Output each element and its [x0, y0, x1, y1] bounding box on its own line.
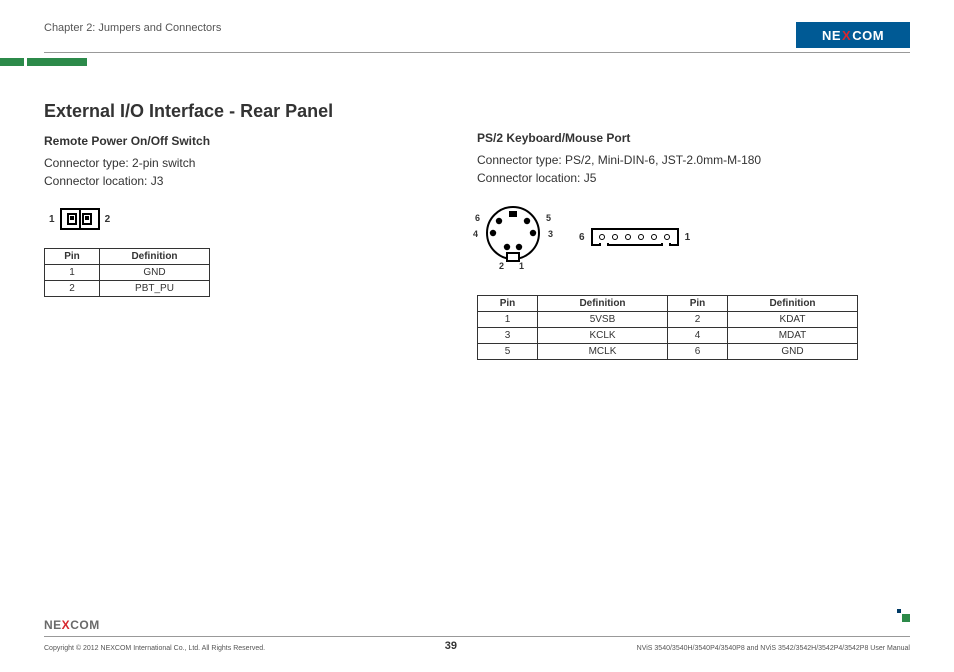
jst-connector-icon [591, 228, 679, 246]
accent-bars [0, 58, 87, 66]
cell-pin: 1 [478, 312, 538, 328]
cell-def: KDAT [728, 312, 858, 328]
th-pin: Pin [478, 296, 538, 312]
jst-hole-icon [664, 234, 670, 240]
logo-x-icon: X [842, 28, 851, 43]
jst-hole-icon [612, 234, 618, 240]
th-def: Definition [728, 296, 858, 312]
manual-title: NViS 3540/3540H/3540P4/3540P8 and NViS 3… [637, 645, 910, 652]
right-line2: Connector location: J5 [477, 169, 890, 187]
copyright-text: Copyright © 2012 NEXCOM International Co… [44, 645, 265, 652]
mini-din-icon [477, 201, 549, 273]
nexcom-logo: NE X COM [796, 22, 910, 48]
header-rule [44, 52, 910, 53]
din-label-5: 5 [546, 213, 551, 223]
cell-pin: 2 [45, 281, 100, 297]
jst-hole-icon [638, 234, 644, 240]
switch-icon [60, 208, 100, 230]
cell-def: GND [100, 265, 210, 281]
right-line1: Connector type: PS/2, Mini-DIN-6, JST-2.… [477, 151, 890, 169]
mini-din-diagram: 6 5 4 3 2 1 [477, 201, 549, 273]
footer-logo: NE X COM [44, 618, 910, 632]
pin-1-icon [67, 213, 77, 225]
cell-pin: 1 [45, 265, 100, 281]
logo-pre: NE [822, 28, 841, 43]
cell-pin: 5 [478, 344, 538, 360]
cell-pin: 4 [668, 328, 728, 344]
cell-def: PBT_PU [100, 281, 210, 297]
th-def: Definition [100, 249, 210, 265]
cell-pin: 6 [668, 344, 728, 360]
din-label-2: 2 [499, 261, 504, 271]
footer-logo-post: COM [70, 618, 100, 632]
logo-post: COM [852, 28, 884, 43]
table-row: 3 KCLK 4 MDAT [478, 328, 858, 344]
cell-def: MDAT [728, 328, 858, 344]
cell-def: 5VSB [538, 312, 668, 328]
page-title: External I/O Interface - Rear Panel [44, 101, 457, 122]
left-line2: Connector location: J3 [44, 172, 457, 190]
cell-pin: 3 [478, 328, 538, 344]
jst-notch-icon [661, 243, 671, 246]
table-row: 1 GND [45, 265, 210, 281]
right-pin-table: Pin Definition Pin Definition 1 5VSB 2 K… [477, 295, 858, 360]
pin-label-2: 2 [105, 214, 111, 225]
cell-def: GND [728, 344, 858, 360]
jst-hole-icon [625, 234, 631, 240]
din-label-4: 4 [473, 229, 478, 239]
din-label-6: 6 [475, 213, 480, 223]
table-row: 2 PBT_PU [45, 281, 210, 297]
jst-hole-icon [599, 234, 605, 240]
left-heading: Remote Power On/Off Switch [44, 134, 457, 148]
table-row: 1 5VSB 2 KDAT [478, 312, 858, 328]
two-pin-diagram: 1 2 [44, 208, 457, 230]
jst-label-6: 6 [579, 232, 585, 243]
left-pin-table: Pin Definition 1 GND 2 PBT_PU [44, 248, 210, 297]
left-line1: Connector type: 2-pin switch [44, 154, 457, 172]
cell-pin: 2 [668, 312, 728, 328]
jst-label-1: 1 [685, 232, 691, 243]
cell-def: MCLK [538, 344, 668, 360]
pin-label-1: 1 [49, 214, 55, 225]
cell-def: KCLK [538, 328, 668, 344]
footer-logo-x-icon: X [62, 618, 71, 632]
chapter-label: Chapter 2: Jumpers and Connectors [44, 22, 221, 34]
th-pin: Pin [45, 249, 100, 265]
din-label-1: 1 [519, 261, 524, 271]
pin-2-icon [82, 213, 92, 225]
right-heading: PS/2 Keyboard/Mouse Port [477, 131, 890, 145]
footer-rule [44, 636, 910, 637]
footer-logo-pre: NE [44, 618, 62, 632]
din-label-3: 3 [548, 229, 553, 239]
page-number: 39 [445, 640, 457, 652]
th-pin: Pin [668, 296, 728, 312]
jst-diagram: 6 1 [579, 228, 690, 246]
jst-notch-icon [599, 243, 609, 246]
table-row: 5 MCLK 6 GND [478, 344, 858, 360]
th-def: Definition [538, 296, 668, 312]
jst-hole-icon [651, 234, 657, 240]
